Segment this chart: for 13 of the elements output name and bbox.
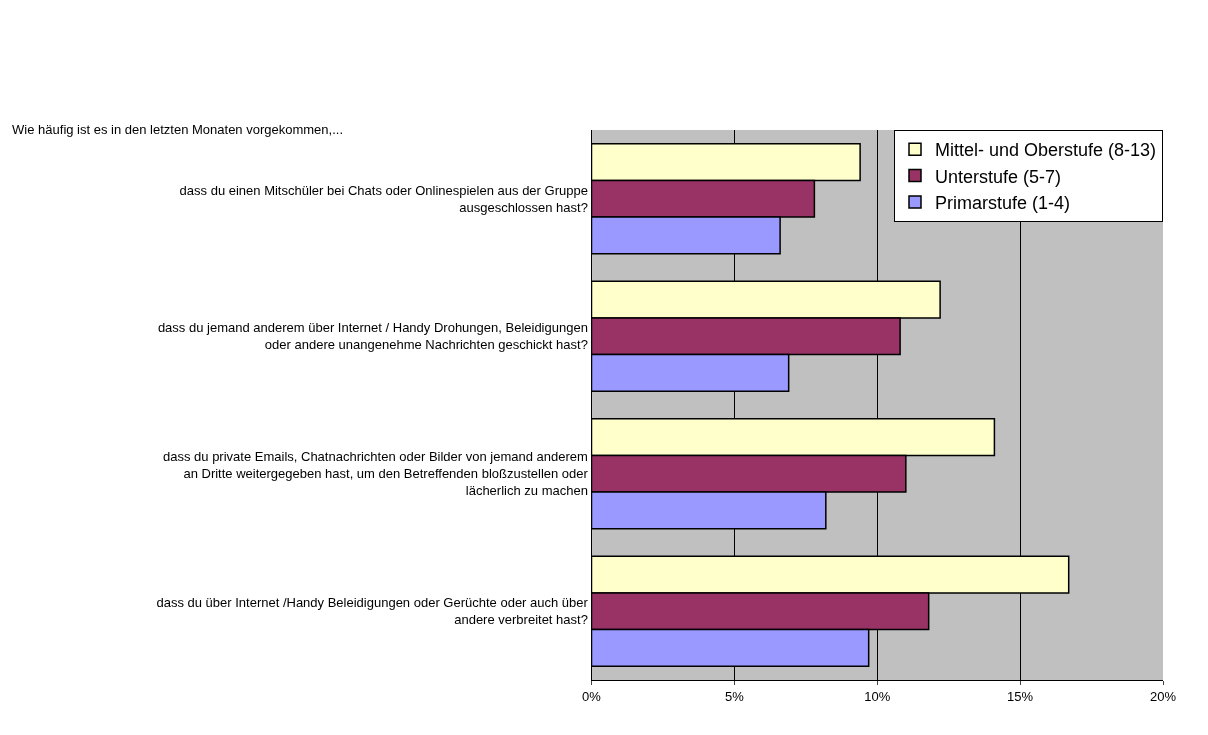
x-tick-label: 0%: [582, 688, 602, 704]
x-tick-label: 15%: [1007, 688, 1034, 704]
x-tick-label: 20%: [1149, 688, 1177, 704]
x-tick-label: 5%: [724, 688, 745, 704]
x-tick-label: 10%: [864, 688, 891, 704]
legend-label: Primarstufe (1-4): [935, 193, 1071, 214]
y-tick-label: dass du jemand anderem über Internet / Handy Drohungen, Beleidigungen oder andere unangenehme Nachrichten geschickt hast?: [157, 320, 588, 353]
y-tick-label: dass du über Internet /Handy Beleidigungen oder Gerüchte oder auch über andere verbreitet hast?: [156, 595, 589, 628]
text: Wie häufig ist es in den letzten Monaten vorgekommen,...: [12, 122, 344, 138]
y-tick-label: dass du private Emails, Chatnachrichten oder Bilder von jemand anderem an Dritte weitergegeben hast, um den Betreffenden bloßzustellen oder lächerlich zu machen: [162, 449, 589, 499]
legend-label: Unterstufe (5-7): [935, 166, 1062, 187]
y-tick-label: dass du einen Mitschüler bei Chats oder Onlinespielen aus der Gruppe ausgeschlossen hast?: [179, 182, 588, 215]
legend-label: Mittel- und Oberstufe (8-13): [935, 140, 1157, 161]
